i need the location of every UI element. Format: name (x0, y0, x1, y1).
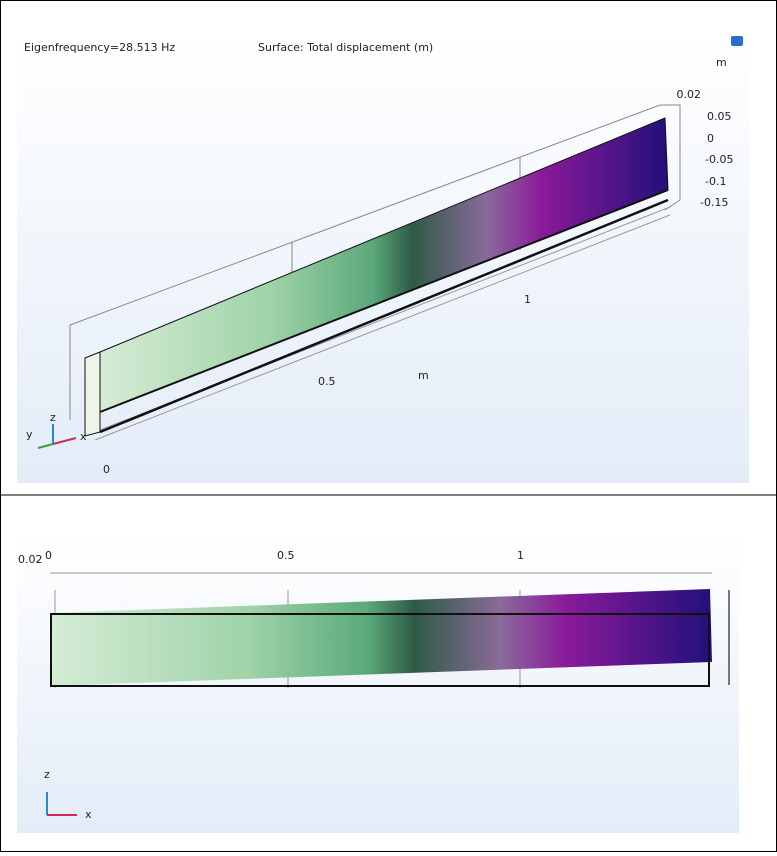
axis-tick: 1 (524, 293, 531, 306)
axis-tick: 0.5 (318, 375, 336, 388)
eigenfrequency: Eigenfrequency=28.513 Hz (24, 41, 175, 54)
axis-tick: 0 (45, 549, 52, 562)
legend-tick: -0.05 (705, 153, 733, 166)
legend-tick: 0.05 (707, 110, 732, 123)
triad-label: z (44, 768, 50, 781)
legend-tick: 0.02 (677, 88, 702, 101)
triad-label: z (50, 411, 56, 424)
legend-tick: -0.15 (700, 196, 728, 209)
axis-tick: 0.5 (277, 549, 295, 562)
axis-tick: 0 (103, 463, 110, 476)
screenshot: Eigenfrequency=28.513 Hz Surface: Total … (0, 0, 777, 852)
legend-unit: m (716, 56, 727, 69)
legend-tick: -0.1 (705, 175, 726, 188)
icon (731, 36, 743, 46)
triad-label: x (85, 808, 92, 821)
triad-label: y (26, 428, 33, 441)
axis-tick: 1 (517, 549, 524, 562)
legend-tick: 0 (707, 132, 714, 145)
side-label: 0.02 (18, 553, 43, 566)
beam-end (85, 352, 100, 436)
surface-label: Surface: Total displacement (m) (258, 41, 433, 54)
axis-unit: m (418, 369, 429, 382)
triad-label: x (80, 430, 87, 443)
